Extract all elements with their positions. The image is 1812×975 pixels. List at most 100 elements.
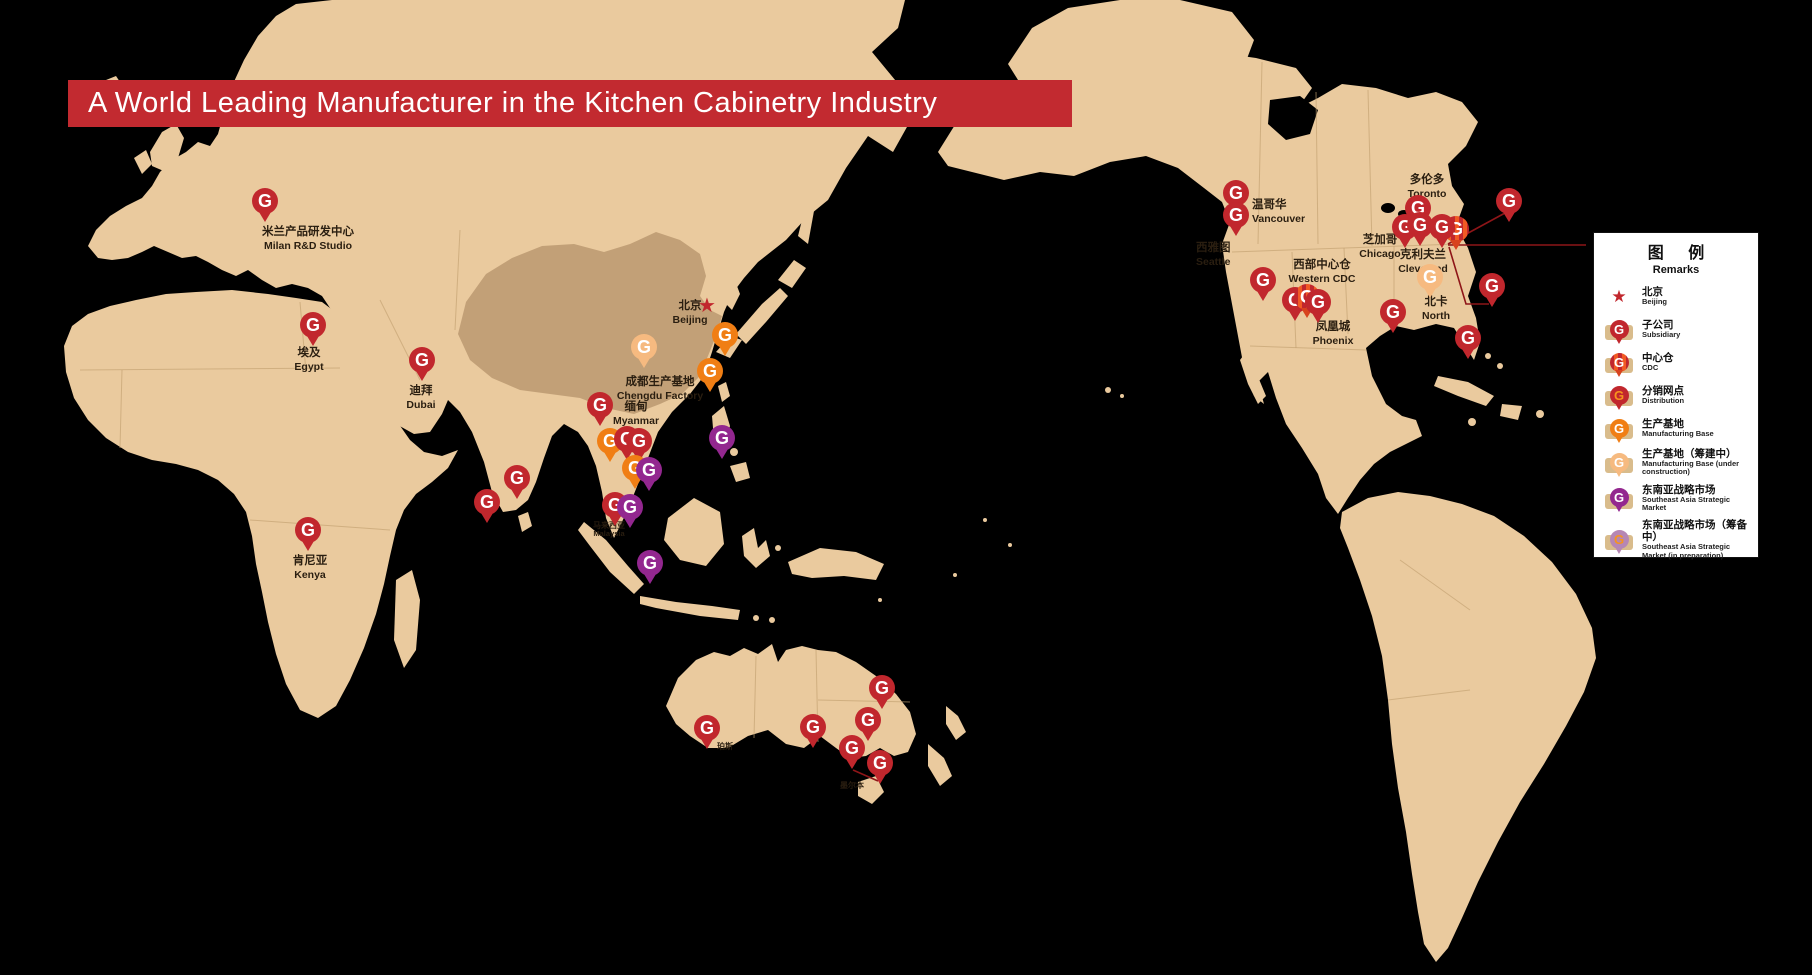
label-zh: 肯尼亚: [292, 555, 328, 567]
island-puertorico: [1536, 410, 1544, 418]
legend-item-sea: G 东南亚战略市场 Southeast Asia Strategic Market: [1602, 484, 1750, 513]
label-zh: 埃及: [297, 347, 321, 359]
legend-pin-glyph: G: [1609, 385, 1629, 410]
legend-pin-sea-icon: G: [1602, 485, 1636, 513]
label-zh: 温哥华: [1252, 199, 1287, 211]
landmass-africa: [64, 290, 458, 718]
pin-philippines: G: [709, 425, 735, 459]
label-zh: 米兰产品研发中心: [262, 226, 354, 238]
legend-item-cdc: G 中心仓 CDC: [1602, 349, 1750, 377]
island-hainan: [659, 403, 669, 413]
label-en: Malaysia: [593, 529, 625, 539]
island-arctic3: [1160, 34, 1192, 52]
legend-pin-mfg_uc-icon: G: [1602, 449, 1636, 477]
pin-seattle: G: [1223, 202, 1249, 236]
legend-pin-sub-icon: G: [1602, 316, 1636, 344]
label-en: Dubai: [406, 398, 436, 411]
pin-sydney: G: [855, 707, 881, 741]
pin-dubai: G: [409, 347, 435, 381]
pin-adelaide: G: [800, 714, 826, 748]
region-china-highlight: [458, 232, 722, 414]
legend-item-dist: G 分销网点 Distribution: [1602, 382, 1750, 410]
headline-banner: A World Leading Manufacturer in the Kitc…: [68, 80, 1072, 127]
island-honshu: [736, 288, 788, 344]
legend-pin-glyph: G: [1609, 352, 1629, 377]
legend-pin-glyph: G: [1609, 452, 1629, 477]
legend-item-mfg: G 生产基地 Manufacturing Base: [1602, 415, 1750, 443]
pin-vietnam-sea: G: [636, 457, 662, 491]
pin-india-offshore: G: [474, 489, 500, 523]
island-bahamas1: [1485, 353, 1491, 359]
island-sakhalin: [798, 196, 816, 244]
legend-label-en: Southeast Asia Strategic Market (in prep…: [1642, 542, 1731, 560]
legend-pin-sea_prep-icon: G: [1602, 526, 1636, 554]
island-bahamas2: [1497, 363, 1503, 369]
legend-item-text: 东南亚战略市场（筹备中） Southeast Asia Strategic Mar…: [1642, 519, 1750, 560]
pin-tasmania: G: [867, 750, 893, 784]
legend-label-zh: 生产基地: [1642, 417, 1684, 430]
island-svalbard: [421, 5, 427, 11]
island-hawaii1: [1105, 387, 1111, 393]
pin-melbourne: G: [839, 735, 865, 769]
island-newguinea: [788, 548, 884, 580]
legend-label-en: Distribution: [1642, 395, 1685, 405]
island-pacific2: [1008, 543, 1012, 547]
label-en: Phoenix: [1312, 334, 1354, 347]
legend-label-zh: 北京: [1642, 285, 1663, 298]
pin-texas: G: [1380, 299, 1406, 333]
island-sunda1: [753, 615, 759, 621]
label-en: Beijing: [672, 313, 708, 326]
pin-fujian: G: [697, 358, 723, 392]
legend-label-en: CDC: [1642, 362, 1659, 372]
legend-item-text: 东南亚战略市场 Southeast Asia Strategic Market: [1642, 484, 1750, 513]
label-zh: 迪拜: [409, 385, 433, 397]
label-zh: 北卡: [1424, 296, 1448, 308]
map-label-chengdu: 成都生产基地 Chengdu Factory: [617, 376, 703, 402]
star-icon: ★: [1602, 283, 1636, 309]
label-en: Chengdu Factory: [616, 389, 704, 402]
legend-pin-glyph: G: [1609, 488, 1629, 513]
map-label-chicago: 芝加哥 Chicago: [1359, 234, 1400, 260]
map-label-beijing: 北京 Beijing: [672, 300, 707, 326]
map-label-seattle: 西雅图 Seattle: [1196, 242, 1231, 268]
island-mindanao: [730, 462, 750, 482]
map-label-melbourne: 墨尔本: [840, 781, 864, 790]
island-hawaii2: [1120, 394, 1124, 398]
label-zh: 凤凰城: [1315, 321, 1351, 333]
legend-title-en: Remarks: [1652, 264, 1700, 276]
legend-pin-glyph: G: [1609, 529, 1629, 554]
pin-atlantic-east: G: [1479, 273, 1505, 307]
legend-item-sub: G 子公司 Subsidiary: [1602, 316, 1750, 344]
map-label-perth: 珀斯: [717, 742, 733, 751]
pin-cleveland-1: G: [1429, 214, 1455, 248]
pin-brisbane: G: [869, 675, 895, 709]
legend-label-en: Manufacturing Base: [1642, 428, 1714, 438]
legend-label-en: Southeast Asia Strategic Market: [1642, 494, 1731, 512]
pin-kenya: G: [295, 517, 321, 551]
island-pacific1: [983, 518, 987, 522]
island-sulawesi: [742, 528, 770, 568]
pin-atlantic-northeast: G: [1496, 188, 1522, 222]
label-zh: 多伦多: [1409, 174, 1445, 186]
legend-label-en: Manufacturing Base (under construction): [1642, 459, 1740, 477]
legend-item-text: 分销网点 Distribution: [1642, 385, 1684, 405]
island-sumatra: [578, 522, 644, 594]
label-zh: 芝加哥: [1362, 234, 1398, 246]
pin-myanmar: G: [587, 392, 613, 426]
island-maluku: [775, 545, 781, 551]
label-zh: 西雅图: [1196, 242, 1231, 254]
map-label-milan: 米兰产品研发中心 Milan R&D Studio: [262, 226, 354, 252]
map-label-western-cdc: 西部中心仓 Western CDC: [1289, 259, 1356, 285]
landmass-south-america: [1340, 492, 1596, 962]
island-hispaniola: [1500, 404, 1522, 420]
pin-chicago-2: G: [1407, 212, 1433, 246]
label-en: North: [1422, 309, 1450, 322]
label-en: Myanmar: [612, 414, 660, 427]
legend-title-zh: 图 例: [1647, 245, 1715, 262]
island-borneo: [664, 498, 724, 566]
peninsula-baja: [1240, 352, 1266, 404]
island-jamaica: [1468, 418, 1476, 426]
map-label-dubai: 迪拜 Dubai: [406, 385, 435, 411]
map-label-kenya: 肯尼亚 Kenya: [293, 555, 328, 581]
